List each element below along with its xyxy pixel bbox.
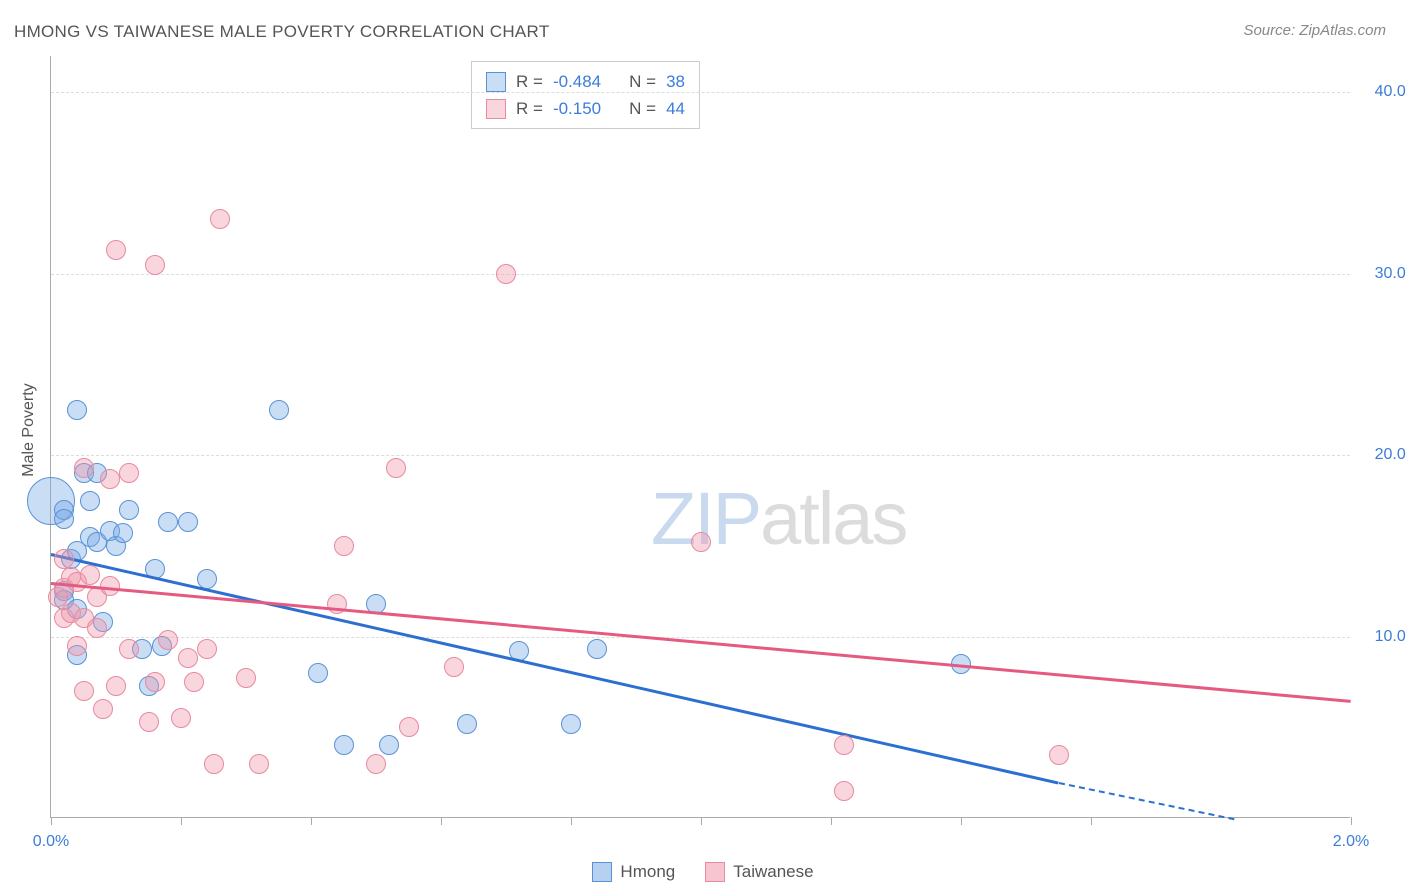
legend-label: Taiwanese: [733, 862, 813, 882]
scatter-point: [54, 549, 74, 569]
scatter-point: [145, 255, 165, 275]
legend-item: Hmong: [592, 862, 675, 882]
scatter-point: [145, 672, 165, 692]
scatter-point: [171, 708, 191, 728]
scatter-point: [80, 491, 100, 511]
scatter-point: [100, 469, 120, 489]
scatter-point: [691, 532, 711, 552]
legend-stats: R = -0.484 N = 38 R = -0.150 N = 44: [471, 61, 700, 129]
scatter-point: [561, 714, 581, 734]
x-tick: [701, 817, 702, 825]
gridline: [51, 92, 1350, 93]
chart-title: HMONG VS TAIWANESE MALE POVERTY CORRELAT…: [14, 22, 550, 42]
scatter-point: [158, 630, 178, 650]
scatter-point: [236, 668, 256, 688]
scatter-point: [158, 512, 178, 532]
x-tick: [1351, 817, 1352, 825]
r-value: -0.150: [553, 95, 601, 122]
scatter-point: [197, 639, 217, 659]
x-tick: [571, 817, 572, 825]
scatter-point: [834, 735, 854, 755]
scatter-point: [54, 509, 74, 529]
scatter-point: [366, 754, 386, 774]
r-label: R =: [516, 68, 543, 95]
x-tick: [961, 817, 962, 825]
scatter-point: [1049, 745, 1069, 765]
scatter-point: [834, 781, 854, 801]
r-label: R =: [516, 95, 543, 122]
scatter-point: [113, 523, 133, 543]
y-tick-label: 20.0%: [1360, 446, 1406, 464]
n-value: 44: [666, 95, 685, 122]
scatter-point: [119, 500, 139, 520]
legend-swatch: [486, 99, 506, 119]
x-tick: [51, 817, 52, 825]
legend-swatch: [486, 72, 506, 92]
legend-swatch: [705, 862, 725, 882]
plot-area: R =-0.484N =38R =-0.150N =44 ZIPatlas 10…: [50, 56, 1350, 818]
gridline: [51, 637, 1350, 638]
legend-swatch: [592, 862, 612, 882]
trend-line: [51, 553, 1059, 784]
scatter-point: [197, 569, 217, 589]
scatter-point: [496, 264, 516, 284]
scatter-point: [379, 735, 399, 755]
x-tick-label: 2.0%: [1333, 833, 1369, 851]
watermark-atlas: atlas: [760, 477, 906, 560]
scatter-point: [178, 512, 198, 532]
x-tick: [1091, 817, 1092, 825]
gridline: [51, 274, 1350, 275]
scatter-point: [308, 663, 328, 683]
r-value: -0.484: [553, 68, 601, 95]
y-tick-label: 30.0%: [1360, 265, 1406, 283]
x-tick: [831, 817, 832, 825]
scatter-point: [67, 400, 87, 420]
y-axis-label: Male Poverty: [20, 383, 38, 476]
scatter-point: [106, 676, 126, 696]
scatter-point: [139, 712, 159, 732]
scatter-point: [74, 681, 94, 701]
legend-label: Hmong: [620, 862, 675, 882]
gridline: [51, 455, 1350, 456]
y-tick-label: 40.0%: [1360, 83, 1406, 101]
x-tick-label: 0.0%: [33, 833, 69, 851]
trend-line-dash: [1058, 782, 1234, 820]
scatter-point: [178, 648, 198, 668]
scatter-point: [249, 754, 269, 774]
scatter-point: [80, 565, 100, 585]
legend-stats-row: R = -0.150 N = 44: [486, 95, 685, 122]
scatter-point: [587, 639, 607, 659]
scatter-point: [210, 209, 230, 229]
y-tick-label: 10.0%: [1360, 628, 1406, 646]
scatter-point: [93, 699, 113, 719]
scatter-point: [444, 657, 464, 677]
scatter-point: [119, 639, 139, 659]
scatter-point: [106, 240, 126, 260]
scatter-point: [67, 636, 87, 656]
n-label: N =: [629, 95, 656, 122]
n-value: 38: [666, 68, 685, 95]
watermark: ZIPatlas: [651, 476, 906, 561]
scatter-point: [74, 458, 94, 478]
scatter-point: [457, 714, 477, 734]
scatter-point: [204, 754, 224, 774]
legend-series: Hmong Taiwanese: [0, 862, 1406, 882]
scatter-point: [399, 717, 419, 737]
legend-item: Taiwanese: [705, 862, 813, 882]
scatter-point: [334, 735, 354, 755]
scatter-point: [184, 672, 204, 692]
x-tick: [181, 817, 182, 825]
scatter-point: [334, 536, 354, 556]
scatter-point: [269, 400, 289, 420]
x-tick: [311, 817, 312, 825]
x-tick: [441, 817, 442, 825]
scatter-point: [87, 618, 107, 638]
legend-stats-row: R = -0.484 N = 38: [486, 68, 685, 95]
scatter-point: [119, 463, 139, 483]
n-label: N =: [629, 68, 656, 95]
source-label: Source: ZipAtlas.com: [1243, 22, 1386, 39]
scatter-point: [386, 458, 406, 478]
